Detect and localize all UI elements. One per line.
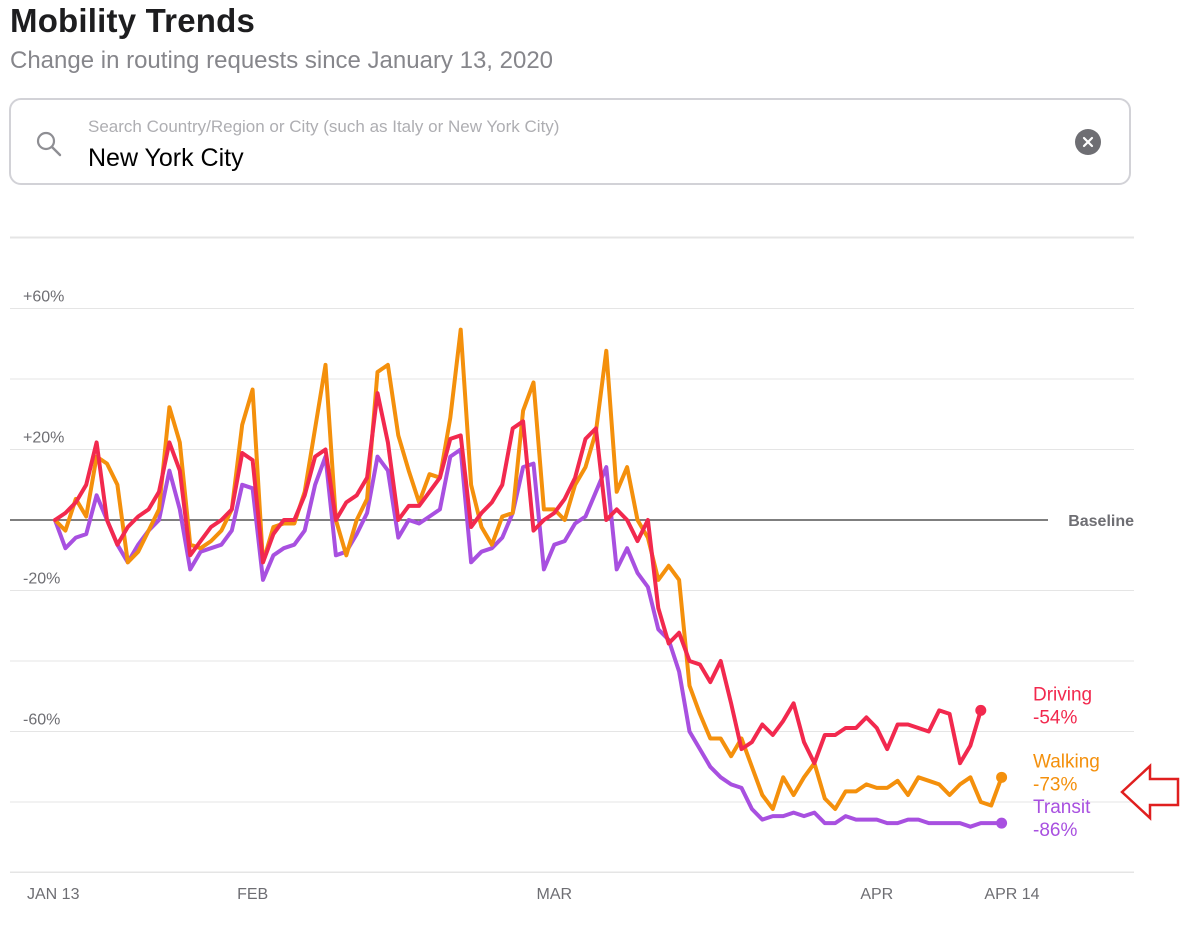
x-tick-label: JAN 13 xyxy=(27,886,80,903)
clear-icon xyxy=(1082,136,1094,148)
series-end-point-walking xyxy=(996,771,1008,783)
series-name-transit: Transit xyxy=(1033,797,1091,818)
y-tick-label: -20% xyxy=(23,571,60,588)
clear-search-button[interactable] xyxy=(1075,129,1101,155)
search-input[interactable]: New York City xyxy=(88,144,244,172)
y-tick-label: +60% xyxy=(23,289,64,306)
baseline-label: Baseline xyxy=(1068,513,1134,530)
x-tick-label: APR 14 xyxy=(984,886,1039,903)
x-tick-label: FEB xyxy=(237,886,268,903)
page-subtitle: Change in routing requests since January… xyxy=(10,47,554,74)
series-name-walking: Walking xyxy=(1033,751,1100,772)
series-line-transit xyxy=(53,447,1004,829)
search-box[interactable]: Search Country/Region or City (such as I… xyxy=(9,98,1131,185)
series-line-walking xyxy=(53,327,1004,811)
series-line-driving xyxy=(53,391,983,766)
search-icon xyxy=(35,130,63,158)
series-value-driving: -54% xyxy=(1033,707,1077,728)
series-value-walking: -73% xyxy=(1033,774,1077,795)
x-tick-label: MAR xyxy=(537,886,573,903)
series-name-driving: Driving xyxy=(1033,684,1092,705)
search-placeholder: Search Country/Region or City (such as I… xyxy=(88,117,560,136)
x-tick-label: APR xyxy=(860,886,893,903)
page-title: Mobility Trends xyxy=(10,2,256,39)
y-tick-label: +20% xyxy=(23,430,64,447)
y-tick-label: -60% xyxy=(23,712,60,729)
series-end-point-driving xyxy=(975,704,987,716)
series-end-point-transit xyxy=(996,817,1008,829)
series-value-transit: -86% xyxy=(1033,820,1077,841)
